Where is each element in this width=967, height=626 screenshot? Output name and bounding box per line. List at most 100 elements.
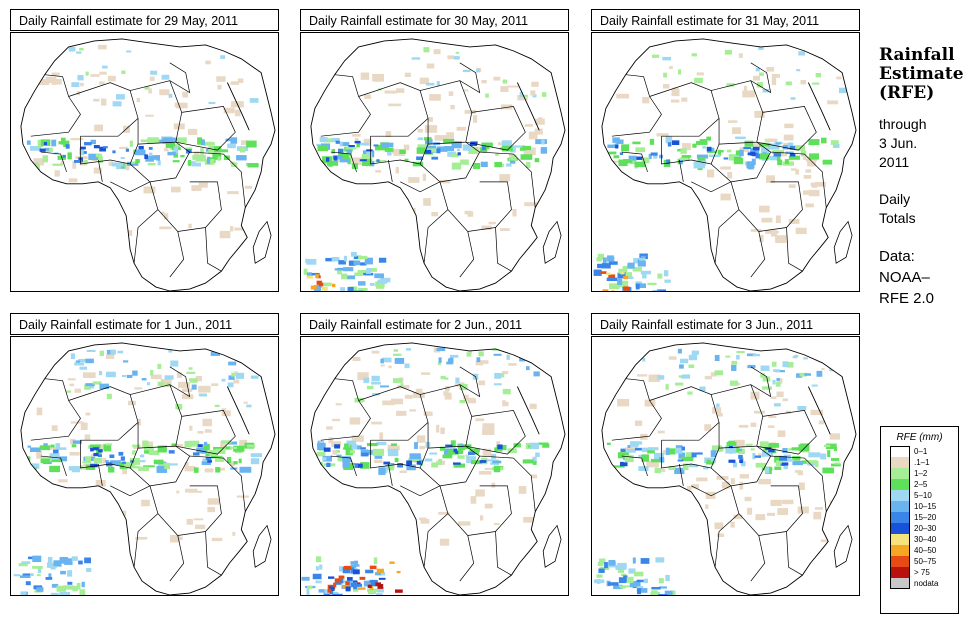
legend-label: 10–15: [914, 502, 937, 511]
rainfall-cell: [422, 173, 427, 181]
rainfall-cell: [416, 147, 426, 154]
rainfall-cell: [230, 226, 234, 232]
rainfall-cell: [626, 449, 636, 453]
rainfall-cell: [30, 463, 40, 469]
rainfall-cell: [739, 459, 743, 464]
ocean-rain-cell: [343, 267, 354, 272]
africa-map-svg: [20, 38, 276, 291]
rainfall-cell: [526, 162, 531, 168]
rainfall-cell: [215, 467, 221, 473]
rainfall-cell: [220, 441, 227, 449]
rainfall-cell: [135, 159, 140, 164]
country-border: [621, 151, 648, 173]
rainfall-cell: [773, 152, 782, 157]
rainfall-cell: [36, 407, 43, 416]
rainfall-cell: [231, 352, 238, 359]
legend-label: 20–30: [914, 524, 937, 533]
rainfall-cell: [820, 137, 827, 144]
rainfall-cell: [760, 373, 765, 378]
country-border: [169, 535, 185, 582]
rainfall-cell: [810, 409, 824, 416]
country-border: [611, 74, 662, 137]
ocean-rain-cell: [27, 556, 36, 560]
coastline: [601, 342, 857, 595]
map-panel-1-jun: Daily Rainfall estimate for 1 Jun., 2011: [10, 313, 283, 597]
rainfall-cell: [490, 462, 500, 465]
rainfall-cell: [675, 382, 684, 386]
ocean-rain-cell: [632, 266, 642, 272]
rainfall-cell: [45, 76, 57, 84]
rainfall-cell: [337, 456, 344, 462]
rainfall-cell: [421, 372, 431, 375]
country-border: [423, 209, 449, 264]
rainfall-cell: [109, 454, 115, 459]
rainfall-cell: [641, 157, 650, 163]
rainfall-cell: [357, 463, 363, 468]
rainfall-cell: [735, 150, 741, 156]
rainfall-cell: [197, 430, 204, 434]
rainfall-cell: [720, 166, 731, 170]
legend-label: 30–40: [914, 535, 937, 544]
rainfall-cell: [677, 348, 682, 354]
ocean-rain-cell: [617, 278, 623, 285]
rainfall-cell: [491, 482, 496, 488]
rainfall-cell: [143, 186, 156, 194]
rainfall-cell: [80, 216, 90, 219]
rainfall-cell: [638, 466, 649, 471]
rainfall-cell: [121, 461, 127, 464]
rainfall-cell: [710, 372, 717, 377]
legend-item: 2–5: [890, 479, 958, 490]
rainfall-cell: [824, 444, 831, 448]
rainfall-cell: [188, 367, 193, 370]
panel-title: Daily Rainfall estimate for 30 May, 2011: [300, 9, 569, 31]
country-border: [110, 485, 151, 497]
rainfall-cell: [658, 457, 664, 462]
rainfall-cell: [716, 403, 720, 408]
rainfall-cell: [543, 363, 548, 367]
country-border: [189, 455, 246, 512]
rainfall-cell: [243, 401, 248, 404]
rainfall-cell: [161, 211, 165, 215]
rainfall-cell: [827, 100, 839, 105]
rainfall-cell: [69, 383, 75, 387]
rainfall-cell: [796, 373, 803, 378]
rainfall-cell: [103, 146, 108, 149]
rainfall-cell: [105, 460, 109, 463]
rainfall-cell: [444, 377, 449, 380]
rainfall-cell: [189, 490, 202, 493]
rainfall-cell: [44, 148, 50, 151]
rainfall-cell: [116, 94, 125, 100]
rainfall-cell: [130, 161, 136, 164]
rainfall-cell: [361, 155, 373, 160]
rainfall-cell: [137, 418, 141, 426]
ocean-rain-cell: [375, 281, 385, 288]
rainfall-cell: [157, 363, 162, 369]
rainfall-cell: [532, 461, 537, 465]
rainfall-cell: [392, 378, 403, 383]
rainfall-cell: [457, 148, 461, 151]
rainfall-cell: [317, 451, 326, 456]
rainfall-cell: [373, 459, 383, 464]
rainfall-cell: [58, 479, 68, 483]
rainfall-cell: [541, 92, 547, 97]
rainfall-cell: [226, 457, 232, 464]
ocean-rain-cell: [334, 578, 341, 583]
rainfall-cell: [783, 466, 789, 470]
rainfall-cell: [681, 446, 686, 451]
rainfall-cell: [704, 375, 712, 380]
rainfall-cell: [507, 448, 517, 454]
rainfall-cell: [74, 362, 85, 366]
rainfall-cell: [691, 452, 697, 458]
rainfall-cell: [764, 138, 778, 143]
rainfall-cell: [168, 348, 173, 353]
country-border: [98, 159, 103, 182]
ocean-rain-cell: [652, 290, 660, 291]
rainfall-cell: [72, 161, 77, 169]
rainfall-map: [591, 32, 860, 292]
rainfall-cell: [674, 500, 687, 508]
rainfall-cell: [171, 186, 181, 193]
rainfall-cell: [759, 153, 769, 160]
rainfall-cell: [195, 375, 202, 382]
rainfall-cell: [772, 379, 776, 385]
rainfall-cell: [37, 139, 43, 148]
